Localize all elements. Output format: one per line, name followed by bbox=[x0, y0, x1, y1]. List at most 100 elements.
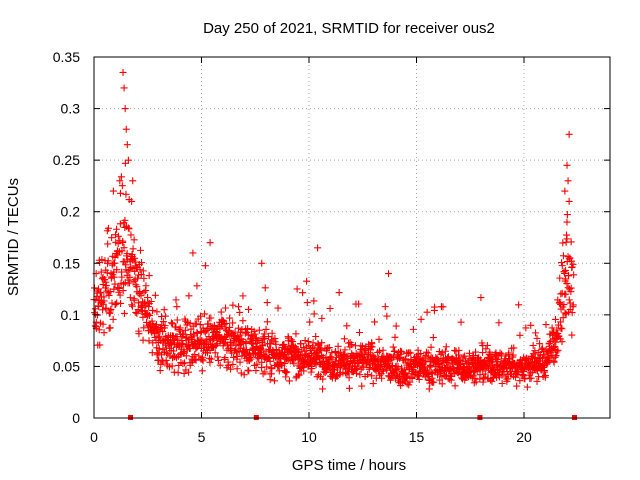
data-point bbox=[481, 370, 489, 378]
data-point bbox=[438, 349, 446, 357]
data-point bbox=[99, 300, 107, 308]
data-point bbox=[149, 306, 157, 314]
data-point bbox=[568, 309, 576, 317]
data-point bbox=[274, 304, 282, 312]
data-point bbox=[283, 368, 291, 376]
data-point bbox=[326, 305, 334, 313]
data-point bbox=[153, 308, 161, 316]
data-point bbox=[498, 371, 506, 379]
data-point bbox=[308, 365, 316, 373]
data-point bbox=[442, 371, 450, 379]
data-point bbox=[258, 259, 266, 267]
data-point bbox=[319, 385, 327, 393]
data-point bbox=[516, 377, 524, 385]
data-point bbox=[245, 367, 253, 375]
data-point bbox=[120, 280, 128, 288]
data-point bbox=[308, 349, 316, 357]
data-point bbox=[461, 352, 469, 360]
data-point bbox=[451, 382, 459, 390]
data-point bbox=[99, 306, 107, 314]
data-point bbox=[306, 318, 314, 326]
data-point bbox=[96, 341, 104, 349]
data-point bbox=[162, 356, 170, 364]
data-point bbox=[209, 336, 217, 344]
data-point bbox=[437, 350, 445, 358]
data-point bbox=[116, 220, 124, 228]
data-point bbox=[304, 338, 312, 346]
data-point bbox=[263, 299, 271, 307]
data-point bbox=[437, 367, 445, 375]
data-point bbox=[343, 322, 351, 330]
data-point bbox=[557, 318, 565, 326]
data-point bbox=[259, 370, 267, 378]
data-point bbox=[570, 271, 578, 279]
data-point bbox=[546, 337, 554, 345]
data-point bbox=[553, 326, 561, 334]
data-point bbox=[193, 282, 201, 290]
data-point bbox=[121, 216, 129, 224]
data-point bbox=[482, 345, 490, 353]
data-point bbox=[498, 379, 506, 387]
data-point bbox=[569, 301, 577, 309]
data-point bbox=[536, 340, 544, 348]
data-point bbox=[391, 333, 399, 341]
x-tick-labels: 0 5 10 15 20 bbox=[90, 429, 532, 445]
data-point bbox=[116, 177, 124, 185]
y-tick-label: 0.3 bbox=[61, 101, 81, 117]
data-point bbox=[244, 325, 252, 333]
data-point bbox=[522, 324, 530, 332]
data-point bbox=[295, 348, 303, 356]
data-point bbox=[221, 354, 229, 362]
data-point bbox=[563, 161, 571, 169]
data-point bbox=[325, 344, 333, 352]
data-point bbox=[429, 334, 437, 342]
data-point bbox=[551, 342, 559, 350]
data-point bbox=[406, 378, 414, 386]
data-point bbox=[285, 377, 293, 385]
data-point bbox=[563, 235, 571, 243]
data-point bbox=[222, 336, 230, 344]
data-point bbox=[123, 250, 131, 258]
data-point bbox=[194, 329, 202, 337]
data-point bbox=[94, 285, 102, 293]
data-point bbox=[404, 372, 412, 380]
data-point bbox=[115, 284, 123, 292]
data-point bbox=[455, 346, 463, 354]
data-point bbox=[557, 324, 565, 332]
data-point bbox=[161, 312, 169, 320]
data-point bbox=[318, 339, 326, 347]
data-point bbox=[120, 244, 128, 252]
y-tick-label: 0.2 bbox=[61, 204, 81, 220]
data-point bbox=[139, 336, 147, 344]
data-point bbox=[369, 351, 377, 359]
data-point bbox=[100, 329, 108, 337]
data-point bbox=[486, 351, 494, 359]
x-tick-label: 0 bbox=[90, 429, 98, 445]
data-point bbox=[533, 377, 541, 385]
data-point bbox=[563, 218, 571, 226]
data-point bbox=[247, 331, 255, 339]
data-point bbox=[255, 326, 263, 334]
data-point bbox=[341, 346, 349, 354]
data-point bbox=[540, 363, 548, 371]
data-point bbox=[104, 240, 112, 248]
data-point bbox=[173, 303, 181, 311]
data-point bbox=[415, 375, 423, 383]
data-point bbox=[138, 259, 146, 267]
data-point bbox=[159, 358, 167, 366]
data-point bbox=[379, 367, 387, 375]
data-point bbox=[565, 296, 573, 304]
data-point bbox=[104, 224, 112, 232]
data-point bbox=[280, 340, 288, 348]
data-point bbox=[427, 343, 435, 351]
data-point bbox=[483, 341, 491, 349]
data-point bbox=[124, 224, 132, 232]
data-point bbox=[545, 356, 553, 364]
data-point bbox=[263, 318, 271, 326]
data-point bbox=[388, 362, 396, 370]
data-point bbox=[328, 355, 336, 363]
data-point bbox=[189, 249, 197, 257]
data-point bbox=[114, 251, 122, 259]
data-point bbox=[108, 234, 116, 242]
data-point bbox=[505, 349, 513, 357]
